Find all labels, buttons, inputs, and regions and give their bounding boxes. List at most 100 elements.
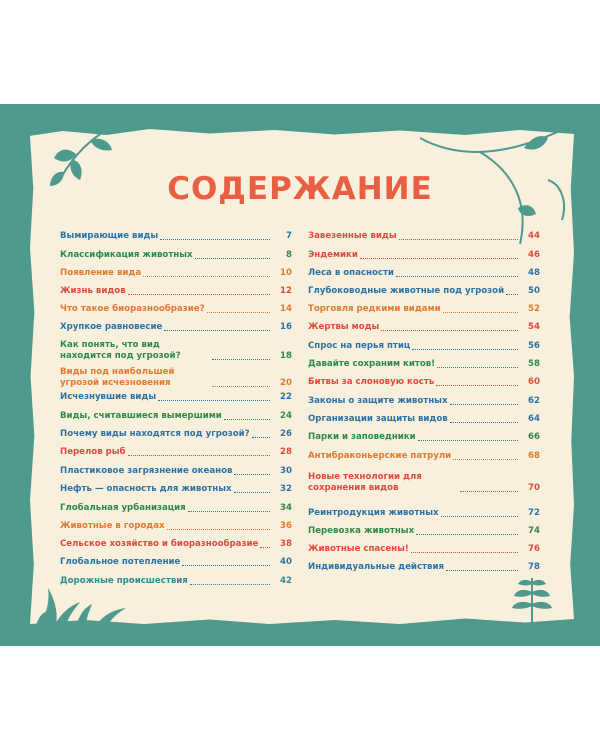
toc-entry-label: Давайте сохраним китов!: [308, 359, 436, 369]
dot-leader: [187, 511, 270, 512]
toc-entry[interactable]: Антибраконьерские патрули 68: [308, 451, 540, 462]
toc-entry-page: 18: [280, 351, 292, 361]
toc-entry[interactable]: Классификация животных 8: [60, 250, 292, 261]
toc-entry[interactable]: Спрос на перья птиц 56: [308, 341, 540, 352]
toc-entry-label: Как понять, что вид находится под угрозо…: [60, 340, 181, 361]
toc-entry[interactable]: Битвы за слоновую кость 60: [308, 377, 540, 388]
leaf-sprig-icon: [50, 129, 112, 186]
toc-entry[interactable]: Новые технологии для сохранения видов 70: [308, 472, 540, 494]
toc-entry-label: Глобальная урбанизация: [60, 503, 186, 513]
toc-entry[interactable]: Животные в городах 36: [60, 521, 292, 532]
fern-icon: [512, 578, 552, 624]
toc-entry-page: 42: [280, 576, 292, 586]
toc-entry-label: Перевозка животных: [308, 526, 415, 536]
toc-entry[interactable]: Организации защиты видов 64: [308, 414, 540, 425]
toc-entry[interactable]: Торговля редкими видами 52: [308, 304, 540, 315]
dot-leader: [127, 294, 270, 295]
dot-leader: [223, 419, 270, 420]
toc-entry[interactable]: Вымирающие виды 7: [60, 231, 292, 242]
toc-entry-page: 48: [528, 268, 540, 278]
toc-entry[interactable]: Сельское хозяйство и биоразнообразие 38: [60, 539, 292, 550]
toc-entry-label: Глубоководные животные под угрозой: [308, 286, 505, 296]
toc-entry[interactable]: Законы о защите животных 62: [308, 396, 540, 407]
toc-entry[interactable]: Нефть — опасность для животных 32: [60, 484, 292, 495]
toc-entry[interactable]: Исчезнувшие виды 22: [60, 392, 292, 403]
toc-entry[interactable]: Жизнь видов 12: [60, 286, 292, 297]
toc-entry[interactable]: Индивидуальные действия 78: [308, 562, 540, 573]
toc-entry[interactable]: Парки и заповедники 66: [308, 432, 540, 443]
dot-leader: [453, 459, 518, 460]
toc-entry-page: 50: [528, 286, 540, 296]
toc-entry[interactable]: Перелов рыб 28: [60, 447, 292, 458]
toc-entry-page: 60: [528, 377, 540, 387]
toc-entry-page: 66: [528, 432, 540, 442]
dot-leader: [395, 276, 518, 277]
toc-entry-page: 38: [280, 539, 292, 549]
toc-entry-page: 22: [280, 392, 292, 402]
dot-leader: [416, 534, 518, 535]
toc-entry-page: 44: [528, 231, 540, 241]
dot-leader: [436, 385, 518, 386]
toc-entry-page: 58: [528, 359, 540, 369]
dot-leader: [437, 367, 518, 368]
toc-entry[interactable]: Появление вида 10: [60, 268, 292, 279]
toc-entry[interactable]: Леса в опасности 48: [308, 268, 540, 279]
toc-entry[interactable]: Что такое биоразнообразие? 14: [60, 304, 292, 315]
toc-entry-page: 32: [280, 484, 292, 494]
toc-entry[interactable]: Эндемики 46: [308, 250, 540, 261]
toc-entry[interactable]: Как понять, что вид находится под угрозо…: [60, 340, 292, 362]
toc-entry[interactable]: Завезенные виды 44: [308, 231, 540, 242]
toc-entry[interactable]: Хрупкое равновесие 16: [60, 322, 292, 333]
toc-entry-label: Почему виды находятся под угрозой?: [60, 429, 250, 439]
toc-entry-page: 62: [528, 396, 540, 406]
toc-entry-page: 16: [280, 322, 292, 332]
dot-leader: [234, 474, 270, 475]
dot-leader: [166, 529, 270, 530]
toc-entry[interactable]: Почему виды находятся под угрозой? 26: [60, 429, 292, 440]
dot-leader: [412, 349, 518, 350]
toc-entry-page: 64: [528, 414, 540, 424]
dot-leader: [194, 258, 270, 259]
toc-entry-label: Пластиковое загрязнение океанов: [60, 466, 233, 476]
toc-entry-page: 40: [280, 557, 292, 567]
dot-leader: [359, 258, 518, 259]
toc-entry-label: Торговля редкими видами: [308, 304, 441, 314]
toc-entry-label: Виды, считавшиеся вымершими: [60, 411, 222, 421]
toc-entry[interactable]: Дорожные происшествия 42: [60, 576, 292, 587]
toc-entry-label: Организации защиты видов: [308, 414, 448, 424]
toc-entry[interactable]: Жертвы моды 54: [308, 322, 540, 333]
dot-leader: [460, 491, 518, 492]
toc-entry-label: Парки и заповедники: [308, 432, 416, 442]
toc-entry-label: Вымирающие виды: [60, 231, 159, 241]
toc-entry-label: Классификация животных: [60, 250, 193, 260]
toc-entry-page: 46: [528, 250, 540, 260]
dot-leader: [449, 404, 518, 405]
page-title: СОДЕРЖАНИЕ: [167, 171, 433, 207]
dot-leader: [233, 492, 270, 493]
paper-sheet: [30, 129, 574, 624]
dot-leader: [381, 330, 518, 331]
toc-entry-label: Индивидуальные действия: [308, 562, 444, 572]
toc-entry-page: 20: [280, 378, 292, 388]
toc-entry[interactable]: Перевозка животных 74: [308, 526, 540, 537]
toc-entry[interactable]: Давайте сохраним китов! 58: [308, 359, 540, 370]
toc-entry-label: Новые технологии для сохранения видов: [308, 472, 422, 493]
toc-entry-label: Животные спасены!: [308, 544, 409, 554]
toc-entry[interactable]: Реинтродукция животных 72: [308, 508, 540, 519]
toc-entry[interactable]: Пластиковое загрязнение океанов 30: [60, 466, 292, 477]
toc-entry-label: Реинтродукция животных: [308, 508, 439, 518]
toc-entry-page: 70: [528, 483, 540, 493]
toc-entry[interactable]: Глобальная урбанизация 34: [60, 503, 292, 514]
toc-entry[interactable]: Животные спасены! 76: [308, 544, 540, 555]
toc-entry[interactable]: Виды под наибольшей угрозой исчезновения…: [60, 367, 292, 389]
toc-entry[interactable]: Виды, считавшиеся вымершими 24: [60, 411, 292, 422]
toc-entry[interactable]: Глубоководные животные под угрозой 50: [308, 286, 540, 297]
toc-entry-page: 30: [280, 466, 292, 476]
toc-entry-label: Жертвы моды: [308, 322, 380, 332]
toc-entry[interactable]: Глобальное потепление 40: [60, 557, 292, 568]
dot-leader: [410, 552, 518, 553]
toc-entry-label: Завезенные виды: [308, 231, 397, 241]
toc-entry-label: Перелов рыб: [60, 447, 126, 457]
toc-entry-label: Эндемики: [308, 250, 358, 260]
dot-leader: [440, 516, 518, 517]
